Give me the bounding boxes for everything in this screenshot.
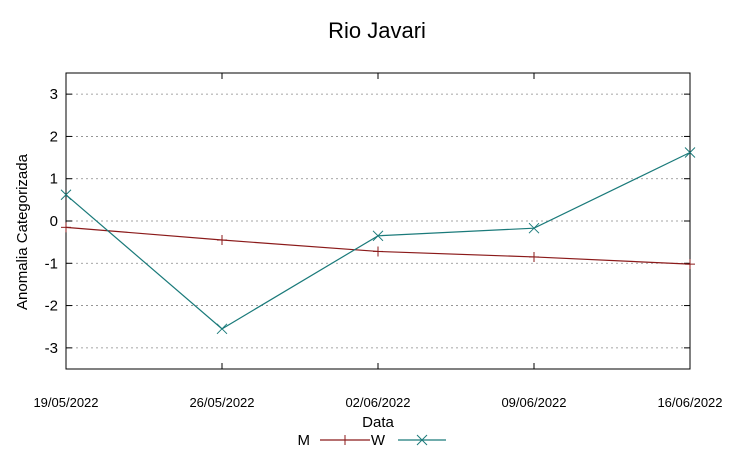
chart-title: Rio Javari <box>328 18 426 43</box>
y-axis-label: Anomalia Categorizada <box>14 153 31 310</box>
series-point-w <box>216 323 228 335</box>
series-point-m <box>217 235 227 246</box>
grid-lines <box>66 93 690 349</box>
series-point-m <box>685 259 695 270</box>
y-tick-label: 0 <box>50 213 58 230</box>
legend-marker-w <box>416 434 428 446</box>
y-tick-label: -2 <box>45 298 58 315</box>
x-tick-label: 02/06/2022 <box>345 395 410 410</box>
legend-label-w: W <box>371 432 386 449</box>
series-point-w <box>528 222 540 234</box>
x-axis-ticks: 19/05/2022 26/05/2022 02/06/2022 09/06/2022… <box>33 73 723 410</box>
x-tick-label: 26/05/2022 <box>189 395 254 410</box>
series-point-m <box>373 246 383 257</box>
series-point-w <box>60 189 72 201</box>
y-tick-label: -3 <box>45 340 58 357</box>
series-point-m <box>529 251 539 262</box>
y-tick-label: -1 <box>45 255 58 272</box>
series-line-m <box>65 226 691 265</box>
y-axis-ticks: 3 2 1 0 -1 -2 -3 <box>45 86 690 357</box>
y-tick-label: 1 <box>50 171 58 188</box>
x-axis-label: Data <box>362 414 394 431</box>
series-point-w <box>684 147 696 158</box>
series-point-m <box>61 222 71 233</box>
x-tick-label: 19/05/2022 <box>33 395 98 410</box>
series-point-w <box>372 230 384 242</box>
x-tick-label: 16/06/2022 <box>657 395 722 410</box>
series-group <box>60 147 696 335</box>
legend-marker-m <box>340 435 350 445</box>
y-tick-label: 2 <box>50 128 58 145</box>
legend-label-m: M <box>298 432 311 449</box>
y-tick-label: 3 <box>50 86 58 103</box>
x-tick-label: 09/06/2022 <box>501 395 566 410</box>
